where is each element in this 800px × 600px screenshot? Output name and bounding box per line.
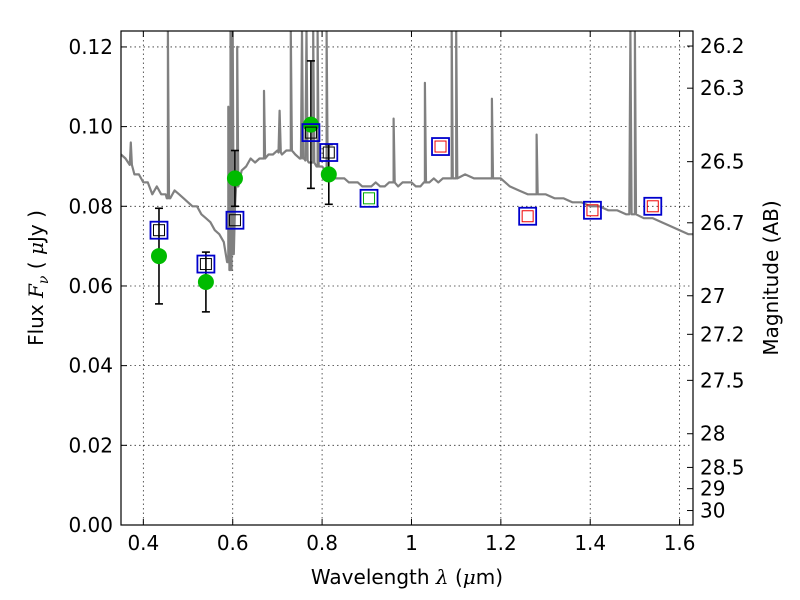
plot-area	[121, 31, 693, 313]
model-point-inner	[152, 224, 165, 237]
model-point-inner	[363, 192, 376, 205]
y-tick-label: 0.06	[68, 274, 113, 298]
observed-point	[197, 273, 214, 290]
model-point	[301, 123, 321, 142]
mag-tick-label: 26.7	[700, 211, 745, 235]
y-axis-label: Flux Fν ( μJy )	[24, 210, 52, 346]
observed-point	[226, 170, 243, 187]
model-point-inner	[586, 204, 599, 217]
model-point-inner	[322, 146, 335, 159]
model-point	[149, 220, 169, 240]
observed-point	[320, 166, 337, 183]
model-point	[225, 210, 245, 230]
ticks: 0.4 0.6 0.8 1 1.2 1.4 1.6 0.00 0.02 0.04 0.06 0.08 0…	[68, 31, 745, 555]
model-point-inner	[228, 214, 241, 227]
mag-tick-label: 27.2	[700, 322, 745, 346]
x-tick-label: 0.4	[127, 531, 159, 555]
sed-model-line	[121, 31, 693, 272]
y-tick-label: 0.02	[68, 433, 113, 457]
observed-point	[150, 248, 167, 265]
model-point	[518, 206, 538, 226]
model-point-inner	[646, 200, 659, 213]
y-tick-label: 0.00	[68, 513, 113, 537]
model-point	[431, 137, 450, 156]
mag-tick-label: 28.5	[700, 455, 745, 479]
mag-tick-label: 30	[700, 499, 725, 523]
mag-tick-label: 26.2	[700, 34, 745, 58]
y-tick-label: 0.04	[68, 354, 113, 378]
model-point-inner	[521, 210, 534, 223]
x-tick-label: 1	[405, 531, 418, 555]
y-tick-label: 0.08	[68, 194, 113, 218]
mag-tick-label: 26.3	[700, 76, 745, 100]
x-tick-label: 1.4	[574, 531, 606, 555]
mag-tick-label: 26.5	[700, 150, 745, 174]
model-point	[583, 200, 602, 220]
model-point-inner	[434, 140, 447, 153]
mag-tick-label: 29	[700, 477, 725, 501]
model-point	[359, 188, 379, 208]
x-axis-label: Wavelength λ (μm)	[311, 565, 503, 589]
model-point	[319, 143, 339, 162]
x-tick-label: 1.6	[664, 531, 696, 555]
model-point-inner	[199, 258, 212, 271]
model-point	[643, 196, 663, 216]
x-tick-label: 0.6	[217, 531, 249, 555]
y-tick-label: 0.12	[68, 35, 113, 59]
plot-frame	[120, 30, 694, 526]
x-tick-label: 1.2	[485, 531, 517, 555]
mag-tick-label: 28	[700, 422, 725, 446]
model-point-inner	[304, 126, 317, 139]
mag-tick-label: 27	[700, 284, 725, 308]
model-point	[196, 254, 216, 274]
mag-tick-label: 27.5	[700, 368, 745, 392]
y-tick-label: 0.10	[68, 115, 113, 139]
magnitude-axis-label: Magnitude (AB)	[759, 200, 783, 355]
x-tick-label: 0.8	[306, 531, 338, 555]
